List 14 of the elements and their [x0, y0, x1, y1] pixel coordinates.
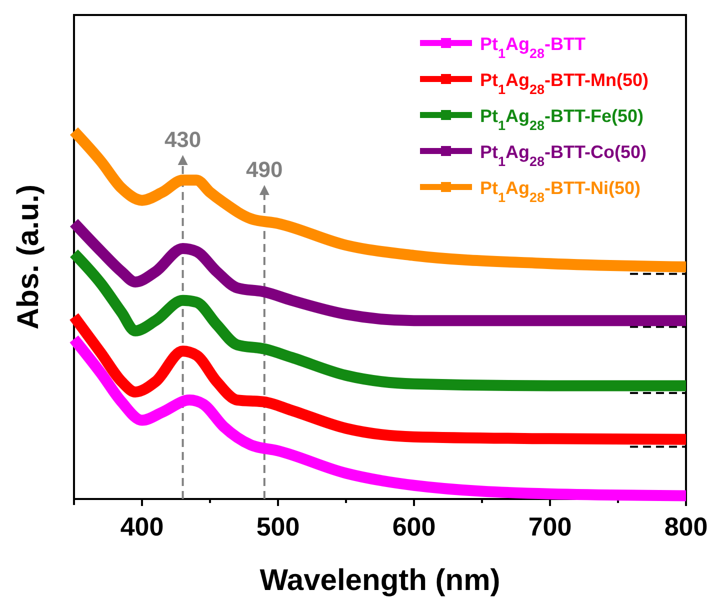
- legend-label: Pt$_{1}$Ag$_{28}$-BTT: [480, 34, 586, 60]
- ref-line-label: 430: [164, 127, 202, 152]
- y-axis-title: Abs. (a.u.): [12, 184, 45, 330]
- x-tick-label: 700: [528, 512, 572, 542]
- x-tick-label: 500: [256, 512, 300, 542]
- legend-label: Pt$_{1}$Ag$_{28}$-BTT-Fe(50): [480, 106, 644, 132]
- x-tick-label: 600: [392, 512, 436, 542]
- legend-label: Pt$_{1}$Ag$_{28}$-BTT-Ni(50): [480, 178, 641, 204]
- legend-label: Pt$_{1}$Ag$_{28}$-BTT-Mn(50): [480, 70, 649, 96]
- x-tick-label: 800: [664, 512, 708, 542]
- x-tick-label: 400: [120, 512, 164, 542]
- x-axis-title: Wavelength (nm): [260, 564, 500, 597]
- legend-label: Pt$_{1}$Ag$_{28}$-BTT-Co(50): [480, 142, 647, 168]
- ref-line-label: 490: [246, 157, 283, 182]
